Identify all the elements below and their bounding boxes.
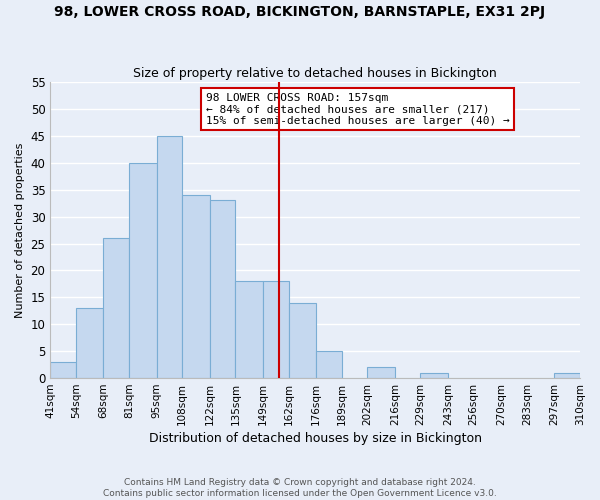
- Y-axis label: Number of detached properties: Number of detached properties: [15, 142, 25, 318]
- Bar: [129, 163, 157, 378]
- Bar: [263, 281, 289, 378]
- Bar: [103, 238, 129, 378]
- Text: 98 LOWER CROSS ROAD: 157sqm
← 84% of detached houses are smaller (217)
15% of se: 98 LOWER CROSS ROAD: 157sqm ← 84% of det…: [206, 93, 509, 126]
- Bar: [50, 362, 76, 378]
- Bar: [157, 136, 182, 378]
- Text: Contains HM Land Registry data © Crown copyright and database right 2024.
Contai: Contains HM Land Registry data © Crown c…: [103, 478, 497, 498]
- Bar: [554, 372, 580, 378]
- Bar: [76, 308, 103, 378]
- Bar: [421, 372, 448, 378]
- Bar: [210, 200, 235, 378]
- Bar: [367, 368, 395, 378]
- Bar: [235, 281, 263, 378]
- Bar: [289, 302, 316, 378]
- Bar: [182, 195, 210, 378]
- X-axis label: Distribution of detached houses by size in Bickington: Distribution of detached houses by size …: [149, 432, 482, 445]
- Text: 98, LOWER CROSS ROAD, BICKINGTON, BARNSTAPLE, EX31 2PJ: 98, LOWER CROSS ROAD, BICKINGTON, BARNST…: [55, 5, 545, 19]
- Title: Size of property relative to detached houses in Bickington: Size of property relative to detached ho…: [133, 66, 497, 80]
- Bar: [316, 351, 342, 378]
